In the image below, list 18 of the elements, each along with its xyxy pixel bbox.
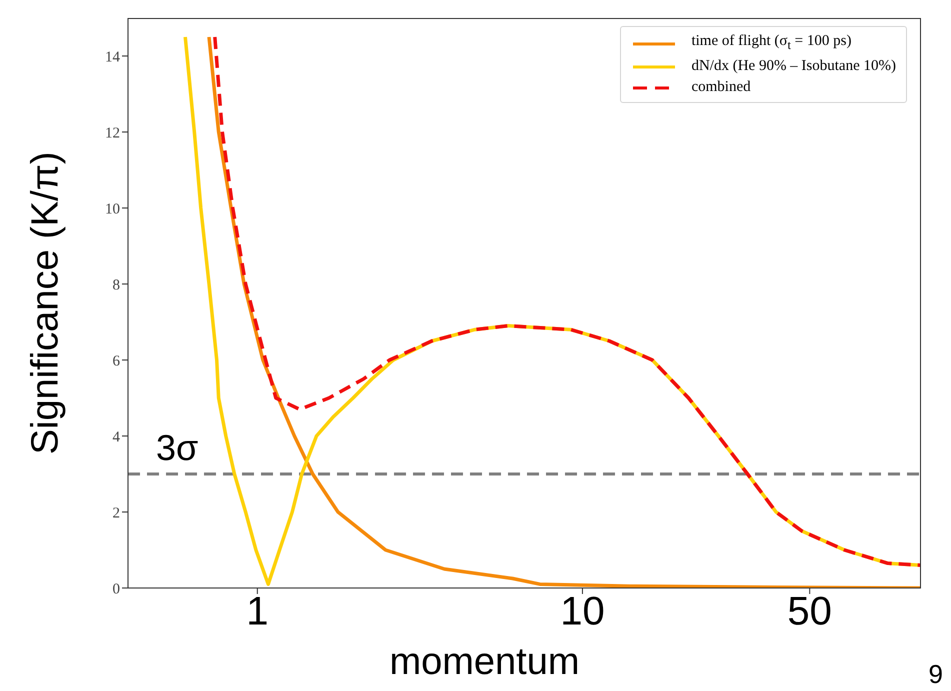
y-tick-label: 4 [112,429,120,446]
x-axis-title: momentum [389,641,580,683]
y-tick-label: 2 [112,505,120,522]
y-tick-label: 0 [112,581,120,598]
x-tick-label: 10 [560,589,605,634]
y-tick-label: 10 [105,201,120,218]
y-axis-title: Significance (K/π) [24,152,66,454]
y-tick-label: 12 [105,125,120,142]
x-tick-label: 50 [787,589,832,634]
legend-label: time of flight (σ$_{t}$ = 100 ps) [691,32,852,54]
y-tick-label: 8 [112,277,120,294]
ref-line-label: 3σ [156,427,198,468]
legend-label: dN/dx (He 90% – Isobutane 10%) [691,57,896,76]
x-tick-label: 1 [246,589,268,634]
legend-label: combined [691,78,751,97]
y-tick-label: 14 [105,49,120,66]
text: 9 [928,659,943,690]
y-tick-label: 6 [112,353,120,370]
